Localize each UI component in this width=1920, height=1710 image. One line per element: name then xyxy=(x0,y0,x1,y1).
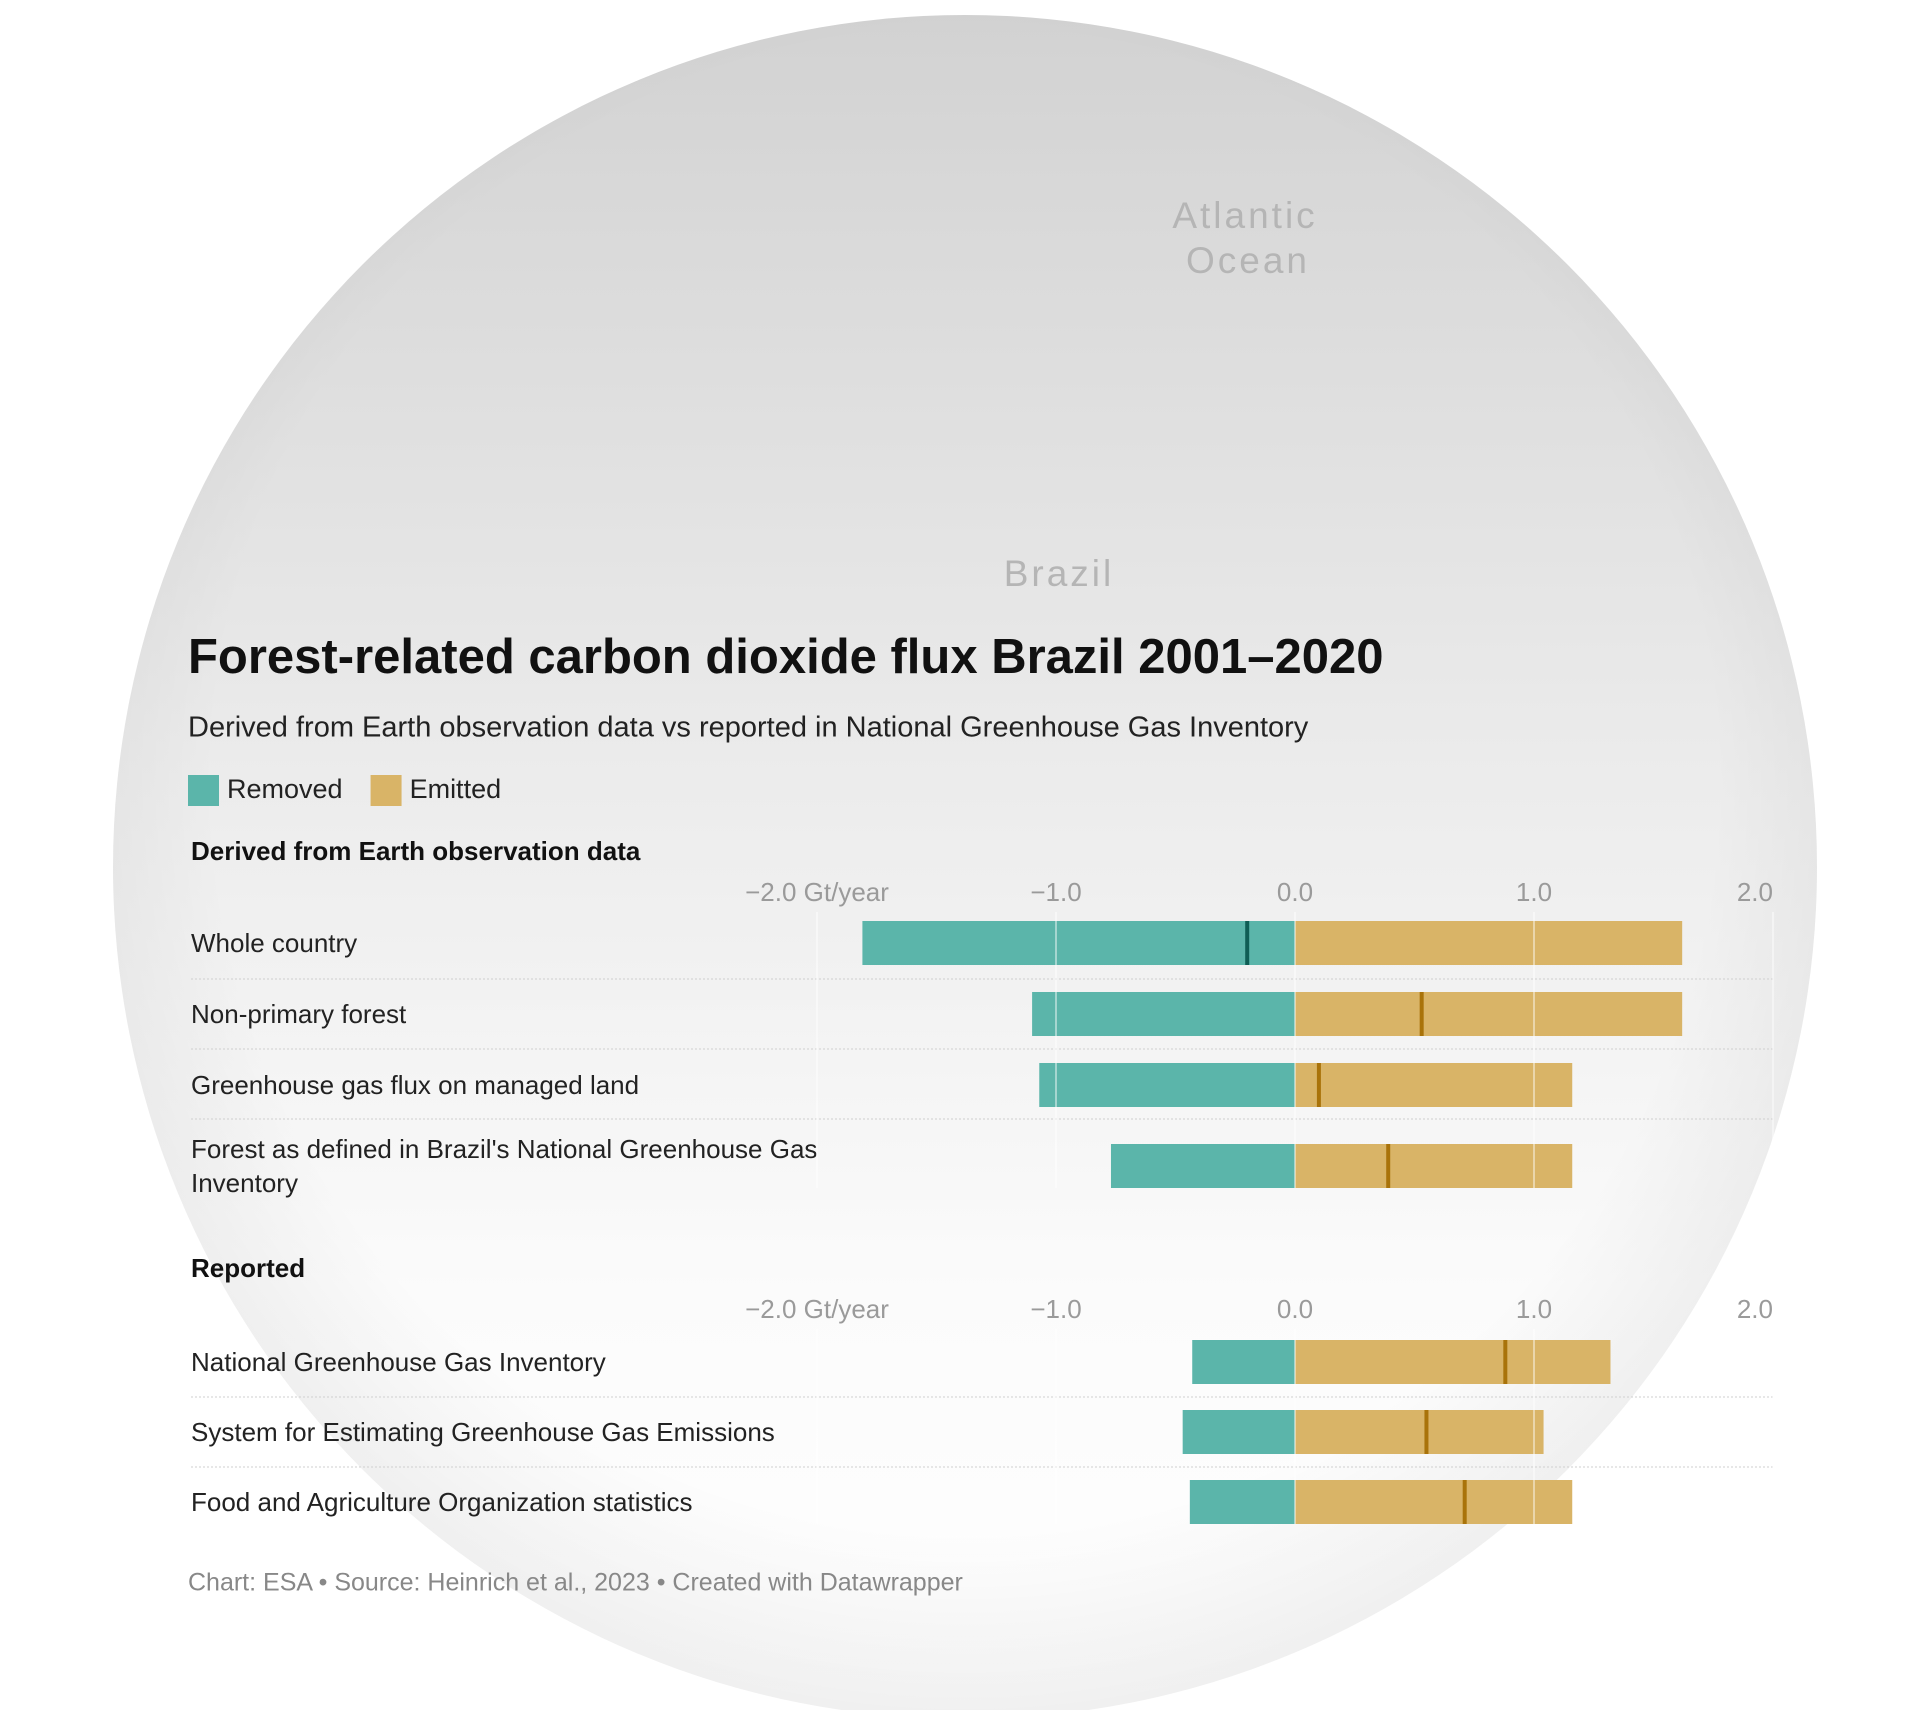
row-label-box: Greenhouse gas flux on managed land xyxy=(191,1045,831,1125)
row-label-box: Non-primary forest xyxy=(191,974,831,1054)
row-label: Food and Agriculture Organization statis… xyxy=(191,1487,693,1517)
bar xyxy=(1295,1144,1573,1188)
x-tick-label: 2.0 xyxy=(1737,877,1773,907)
net-marker xyxy=(1316,1063,1321,1107)
x-tick-label: 0.0 xyxy=(1277,1294,1313,1324)
bar xyxy=(1295,1063,1573,1107)
net-marker xyxy=(1462,1480,1467,1524)
net-marker xyxy=(1424,1410,1429,1454)
net-marker xyxy=(1386,1144,1391,1188)
bar xyxy=(862,921,1295,965)
bar xyxy=(1295,992,1683,1036)
bar xyxy=(1295,921,1683,965)
bar xyxy=(1295,1340,1611,1384)
row-label: System for Estimating Greenhouse Gas Emi… xyxy=(191,1417,775,1447)
row-label: Whole country xyxy=(191,928,358,958)
row-label-wrap: Non-primary forest xyxy=(191,974,831,1054)
bar xyxy=(1189,1480,1295,1524)
row-label: Forest as defined in Brazil's National G… xyxy=(191,1134,818,1198)
map-label: Atlantic xyxy=(1172,195,1317,236)
footer: Chart: ESA • Source: Heinrich et al., 20… xyxy=(188,1569,963,1597)
row-label-wrap: Greenhouse gas flux on managed land xyxy=(191,1045,831,1125)
row-label-box: Food and Agriculture Organization statis… xyxy=(191,1462,831,1542)
row-label: Greenhouse gas flux on managed land xyxy=(191,1070,640,1100)
legend-swatch xyxy=(370,775,402,806)
section-title: Reported xyxy=(191,1253,305,1283)
net-marker xyxy=(1419,992,1424,1036)
bar xyxy=(1110,1144,1295,1188)
net-marker xyxy=(1245,921,1250,965)
map-label: Brazil xyxy=(1004,553,1115,594)
bar xyxy=(1182,1410,1295,1454)
row-label-box: Forest as defined in Brazil's National G… xyxy=(191,1126,831,1206)
row-label-wrap: Whole country xyxy=(191,903,831,983)
net-marker xyxy=(1503,1340,1508,1384)
section-title: Derived from Earth observation data xyxy=(191,836,641,866)
bar xyxy=(1032,992,1295,1036)
chart-title: Forest-related carbon dioxide flux Brazi… xyxy=(188,630,1384,684)
bar xyxy=(1295,1480,1573,1524)
x-tick-label: −2.0 Gt/year xyxy=(745,877,889,907)
x-tick-label: 0.0 xyxy=(1277,877,1313,907)
bar xyxy=(1039,1063,1295,1107)
legend-swatch xyxy=(188,775,219,806)
row-label-wrap: Forest as defined in Brazil's National G… xyxy=(191,1126,831,1206)
x-tick-label: 1.0 xyxy=(1516,877,1552,907)
row-label-box: Whole country xyxy=(191,903,831,983)
legend-label: Emitted xyxy=(410,774,502,804)
row-label: National Greenhouse Gas Inventory xyxy=(191,1347,606,1377)
map-label: Ocean xyxy=(1186,240,1310,281)
x-tick-label: 2.0 xyxy=(1737,1294,1773,1324)
globe-shade xyxy=(113,15,1817,1710)
row-label: Non-primary forest xyxy=(191,999,407,1029)
row-label-box: National Greenhouse Gas Inventory xyxy=(191,1322,831,1402)
x-tick-label: −1.0 xyxy=(1030,1294,1081,1324)
row-label-wrap: Food and Agriculture Organization statis… xyxy=(191,1462,831,1542)
x-tick-label: −1.0 xyxy=(1030,877,1081,907)
chart-subtitle: Derived from Earth observation data vs r… xyxy=(188,712,1309,744)
bar xyxy=(1295,1410,1544,1454)
x-tick-label: −2.0 Gt/year xyxy=(745,1294,889,1324)
x-tick-label: 1.0 xyxy=(1516,1294,1552,1324)
legend-label: Removed xyxy=(227,774,343,804)
row-label-box: System for Estimating Greenhouse Gas Emi… xyxy=(191,1392,831,1472)
row-label-wrap: System for Estimating Greenhouse Gas Emi… xyxy=(191,1392,831,1472)
bar xyxy=(1192,1340,1295,1384)
row-label-wrap: National Greenhouse Gas Inventory xyxy=(191,1322,831,1402)
